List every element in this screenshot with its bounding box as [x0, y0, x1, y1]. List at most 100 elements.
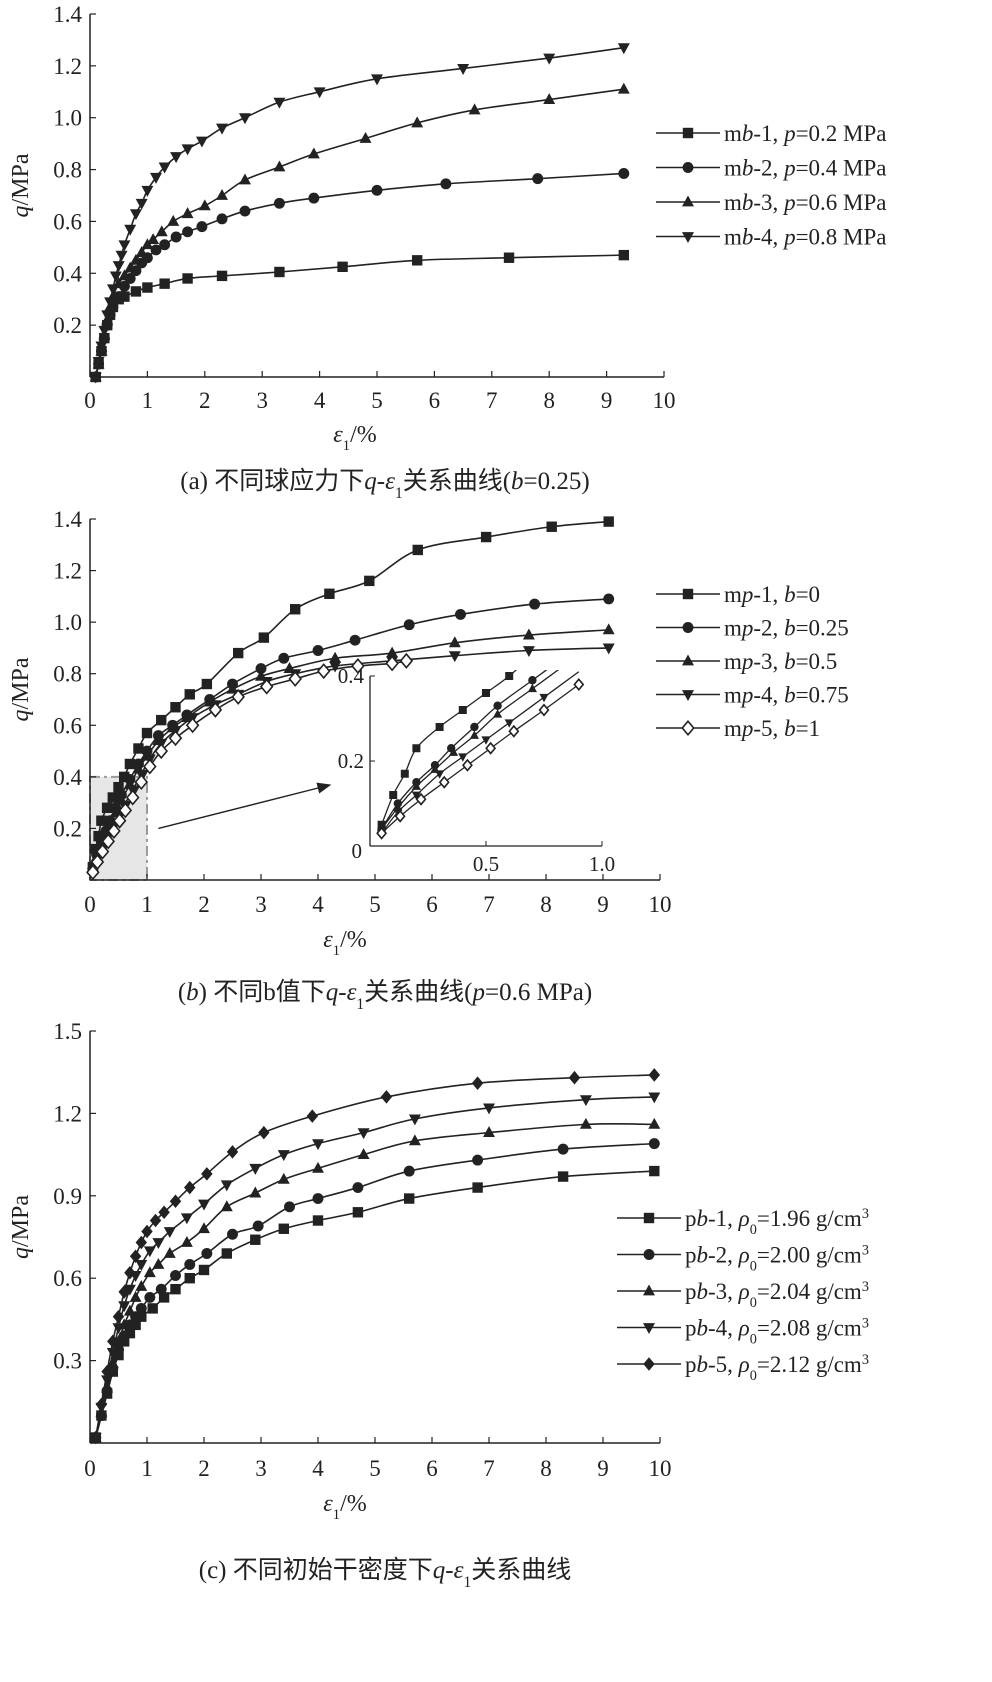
inset-data-point	[505, 672, 514, 680]
data-point	[255, 663, 267, 675]
chart-panel-3: 0 1 2 3 4 5 6 7 8 9 10 0.3 0.6 0.9 1.2 1.5 ε1​/% q/MPa pb-…	[8, 1019, 869, 1591]
data-point	[130, 286, 142, 297]
inset-data-point	[470, 722, 479, 732]
data-point	[93, 830, 104, 842]
data-point	[284, 1201, 295, 1213]
legend-entry-2: pb-2, ρ0​=2.00 g/cm3	[617, 1243, 869, 1275]
chart-panel-2: 0 1 2 3 4 5 6 7 8 9 10 0.2 0.4 0.6 0.8 1.0 1.2 1.4 ε1​/% q/…	[8, 507, 849, 1013]
series-3	[89, 1117, 661, 1442]
data-point	[170, 152, 183, 164]
data-point	[579, 1095, 592, 1107]
inset-y-tick-label: 0.4	[338, 664, 365, 688]
data-point	[141, 727, 153, 739]
data-point	[312, 1193, 324, 1205]
inset-data-point	[493, 709, 503, 718]
data-point	[184, 1259, 196, 1270]
data-point	[163, 1246, 176, 1258]
y-tick-label: 0.6	[53, 713, 82, 738]
y-tick-label: 0.2	[53, 816, 82, 841]
data-point	[557, 1143, 569, 1155]
data-point	[411, 116, 424, 128]
inset-data-point	[508, 724, 520, 738]
data-point	[329, 651, 342, 663]
data-point	[306, 1109, 319, 1123]
y-tick-label: 0.2	[53, 313, 82, 338]
legend-entry-3: mp-3, b=0.5	[656, 649, 837, 674]
y-axis-label: q/MPa	[8, 657, 34, 721]
data-point	[98, 325, 111, 337]
data-point	[290, 604, 301, 615]
data-point	[129, 1290, 142, 1302]
data-point	[112, 261, 125, 273]
legend-entry-1: pb-1, ρ0​=1.96 g/cm3	[617, 1206, 869, 1238]
data-point	[198, 1222, 210, 1234]
data-point	[480, 531, 492, 543]
data-point	[143, 1266, 156, 1278]
data-point	[483, 1126, 495, 1138]
data-point	[101, 1375, 114, 1387]
x-tick-label: 1	[141, 892, 153, 917]
data-point	[543, 53, 556, 65]
inset-data-point	[438, 775, 450, 789]
data-point	[239, 205, 251, 217]
data-point	[143, 1246, 156, 1258]
data-point	[149, 1213, 162, 1228]
y-axis-label: q/MPa	[8, 153, 34, 217]
series-line	[92, 629, 609, 870]
x-tick-label: 2	[198, 892, 210, 917]
x-tick-label: 0	[84, 892, 96, 917]
y-tick-label: 1.0	[53, 106, 82, 131]
y-tick-label: 0.8	[53, 158, 82, 183]
data-point	[106, 1347, 119, 1359]
data-point	[90, 853, 105, 870]
legend-label: mp-2, b=0.25	[724, 616, 849, 641]
data-point	[124, 224, 137, 236]
data-point	[101, 833, 116, 850]
y-tick-label: 1.0	[53, 610, 82, 635]
inset-origin-label: 0	[352, 839, 363, 863]
data-point	[181, 144, 194, 156]
data-point	[231, 688, 245, 705]
legend-label: mb-2, p=0.4 MPa	[724, 156, 886, 181]
x-tick-label: 0	[84, 388, 96, 413]
data-point	[170, 1269, 181, 1281]
x-tick-label: 4	[312, 1456, 324, 1481]
data-point	[180, 1213, 193, 1225]
inset-data-point	[539, 693, 549, 703]
inset-data-point	[376, 826, 388, 840]
data-point	[529, 598, 541, 610]
data-point	[96, 815, 107, 826]
data-point	[364, 575, 375, 587]
legend-marker	[682, 622, 694, 633]
legend-entry-5: mp-5, b=1	[656, 716, 820, 741]
data-point	[399, 652, 414, 669]
inset-series-line	[381, 670, 548, 830]
data-point	[198, 1199, 210, 1211]
data-point	[313, 87, 326, 99]
series-4	[89, 1092, 661, 1445]
data-point	[472, 1154, 484, 1166]
legend-entry-1: mb-1, p=0.2 MPa	[656, 121, 886, 146]
x-tick-label: 1	[142, 388, 154, 413]
data-point	[352, 1207, 364, 1218]
data-point	[107, 823, 121, 840]
legend-marker	[682, 127, 694, 139]
series-line	[92, 520, 609, 868]
x-tick-label: 2	[199, 388, 211, 413]
y-tick-label: 1.2	[53, 559, 82, 584]
data-point	[168, 730, 183, 747]
data-point	[249, 1186, 262, 1198]
data-point	[648, 1117, 661, 1129]
data-point	[617, 82, 630, 94]
legend-marker	[682, 654, 694, 666]
data-point	[107, 1334, 119, 1349]
y-tick-label: 1.4	[53, 2, 82, 27]
data-point	[277, 1172, 290, 1184]
inset-data-point	[527, 683, 537, 693]
data-point	[198, 199, 211, 211]
data-point	[92, 357, 105, 368]
y-tick-label: 0.3	[53, 1349, 82, 1374]
data-point	[198, 1264, 210, 1276]
x-tick-label: 10	[653, 388, 676, 413]
